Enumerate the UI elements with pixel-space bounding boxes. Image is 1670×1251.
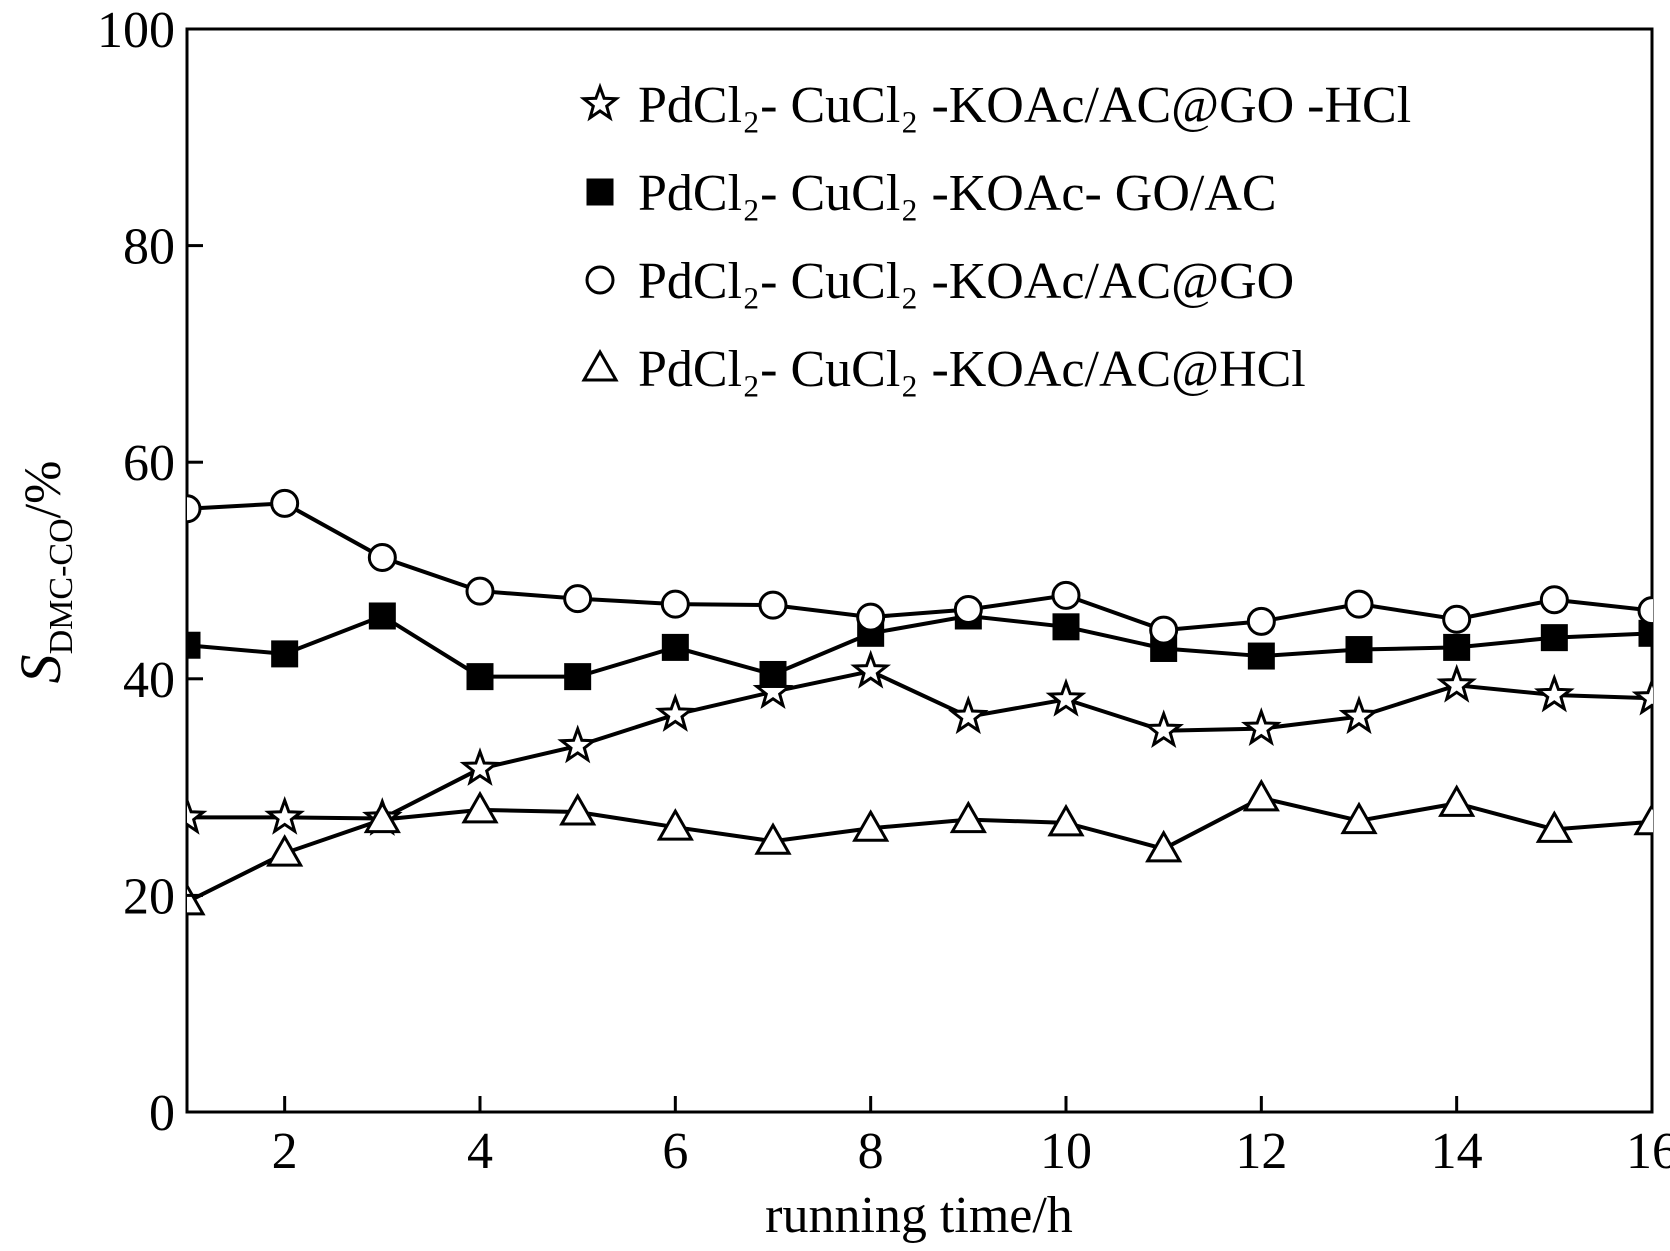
- legend-marker: [581, 348, 619, 382]
- y-tick-label: 40: [123, 652, 175, 709]
- y-label-unit: /%: [15, 461, 72, 519]
- data-point: [563, 584, 593, 614]
- data-point: [1338, 695, 1380, 735]
- data-point: [1052, 613, 1080, 641]
- data-point: [754, 822, 792, 855]
- data-point: [1149, 615, 1179, 645]
- x-tick-label: 2: [272, 1123, 298, 1180]
- data-point: [852, 809, 890, 842]
- data-point: [559, 792, 597, 826]
- legend: PdCl₂- CuCl₂ -KOAc/AC@GO -HCl PdCl₂- CuCl…: [579, 77, 1411, 398]
- data-point: [1340, 801, 1378, 835]
- legend-label: PdCl₂- CuCl₂ -KOAc- GO/AC: [638, 165, 1277, 222]
- legend-label: PdCl₂- CuCl₂ -KOAc/AC@GO -HCl: [638, 77, 1411, 134]
- data-point: [661, 633, 689, 661]
- data-point: [1247, 642, 1275, 670]
- data-point: [949, 800, 987, 834]
- data-point: [557, 724, 598, 764]
- x-tick-label: 8: [858, 1123, 884, 1180]
- data-point: [187, 882, 206, 916]
- data-point: [1539, 585, 1569, 615]
- legend-label: PdCl₂- CuCl₂ -KOAc/AC@GO: [638, 253, 1294, 310]
- data-point: [368, 602, 396, 630]
- data-point: [367, 543, 397, 573]
- data-point: [759, 660, 787, 688]
- data-point: [1540, 624, 1568, 652]
- data-point: [850, 649, 891, 689]
- data-point: [363, 800, 401, 834]
- data-point: [1535, 810, 1573, 843]
- data-point: [1637, 596, 1653, 626]
- legend-marker: [586, 178, 614, 206]
- data-point: [466, 663, 494, 691]
- series-line: [187, 613, 1653, 679]
- y-tick-label: 100: [97, 2, 175, 59]
- data-point: [856, 602, 886, 632]
- data-point: [266, 834, 304, 867]
- data-point: [271, 640, 299, 668]
- series-line: [187, 501, 1653, 633]
- data-point: [758, 590, 788, 620]
- x-tick-label: 6: [662, 1123, 688, 1180]
- x-tick-label: 16: [1626, 1123, 1670, 1180]
- data-point: [1241, 707, 1282, 746]
- data-point: [1345, 636, 1373, 664]
- y-tick-label: 0: [149, 1085, 175, 1142]
- data-point: [187, 795, 208, 835]
- series-line: [187, 795, 1653, 904]
- x-tick-label: 4: [467, 1123, 493, 1180]
- legend-marker: [585, 265, 615, 295]
- data-point: [1045, 678, 1087, 717]
- data-point: [1143, 709, 1184, 749]
- data-point: [948, 695, 989, 735]
- legend-label: PdCl₂- CuCl₂ -KOAc/AC@HCl: [638, 341, 1306, 398]
- data-point: [1631, 676, 1653, 716]
- data-point: [1438, 784, 1476, 817]
- plot-area: [187, 488, 1653, 916]
- data-point: [264, 795, 305, 835]
- data-point: [953, 594, 983, 624]
- data-point: [1534, 673, 1575, 713]
- x-tick-label: 10: [1040, 1123, 1092, 1180]
- data-point: [656, 808, 694, 841]
- data-point: [1047, 803, 1085, 837]
- data-point: [1344, 589, 1374, 619]
- data-point: [564, 663, 592, 691]
- x-axis-label: running time/h: [765, 1187, 1073, 1244]
- data-point: [1443, 633, 1471, 661]
- data-point: [655, 693, 696, 732]
- data-point: [1436, 663, 1477, 703]
- plot-frame: [185, 27, 1654, 1114]
- y-label-subscript: DMC-CO: [43, 518, 80, 654]
- data-point: [1246, 606, 1276, 636]
- data-point: [1242, 778, 1280, 812]
- data-point: [461, 790, 499, 824]
- y-tick-label: 20: [123, 868, 175, 925]
- data-point: [187, 494, 202, 524]
- legend-marker: [579, 82, 621, 122]
- y-label-symbol: S: [8, 654, 73, 683]
- series-line: [187, 669, 1653, 821]
- data-point: [270, 488, 300, 518]
- data-point: [187, 631, 201, 659]
- data-point: [1145, 829, 1183, 863]
- data-point: [1051, 580, 1081, 610]
- data-point: [1442, 604, 1472, 634]
- data-point: [459, 747, 501, 786]
- y-axis-label: SDMC-CO/%: [8, 461, 80, 684]
- data-point: [465, 576, 495, 606]
- x-tick-label: 14: [1431, 1123, 1483, 1180]
- x-tick-label: 12: [1235, 1123, 1287, 1180]
- data-point: [1633, 802, 1653, 836]
- y-tick-label: 60: [123, 435, 175, 492]
- data-point: [660, 589, 690, 619]
- y-tick-label: 80: [123, 219, 175, 276]
